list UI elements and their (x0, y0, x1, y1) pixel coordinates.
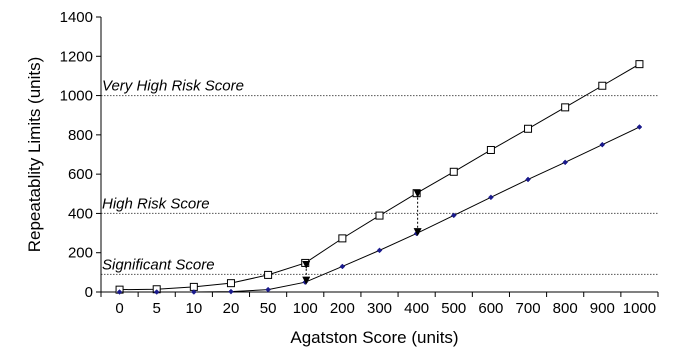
series-point (190, 289, 197, 295)
x-tick-label: 0 (115, 300, 123, 317)
series-point (599, 141, 606, 148)
series-point (561, 103, 570, 112)
x-tick-label: 300 (367, 300, 392, 317)
series-point (264, 270, 273, 279)
x-tick-label: 10 (185, 300, 202, 317)
x-tick-label: 600 (478, 300, 503, 317)
y-tick-label: 1400 (60, 9, 93, 26)
series-point (636, 124, 643, 130)
x-tick-label: 100 (293, 300, 318, 317)
x-tick-label: 400 (404, 300, 429, 317)
reference-line-label: Significant Score (102, 256, 215, 273)
series-point (488, 194, 494, 201)
series-point (376, 247, 383, 254)
series-point (525, 176, 531, 183)
y-axis-title: Repeatablity Limits (units) (25, 57, 44, 253)
x-tick-label: 500 (441, 300, 466, 317)
x-tick-label: 1000 (623, 300, 656, 317)
series-point (598, 81, 607, 90)
x-tick-label: 20 (223, 300, 240, 317)
y-tick-label: 0 (85, 284, 93, 301)
series-point (338, 234, 347, 243)
series-point (301, 258, 310, 267)
y-tick-label: 800 (68, 127, 93, 144)
series-point (302, 279, 309, 286)
series-point (449, 167, 458, 176)
reference-line-label: Very High Risk Score (102, 78, 244, 95)
x-axis-title: Agatston Score (units) (290, 328, 458, 347)
x-tick-label: 5 (153, 300, 161, 317)
x-tick-label: 900 (590, 300, 615, 317)
series-point (635, 60, 644, 69)
reference-line-label: High Risk Score (102, 195, 210, 212)
series-point (339, 263, 346, 270)
x-tick-label: 200 (330, 300, 355, 317)
series-point (562, 159, 569, 166)
y-tick-label: 1200 (60, 48, 93, 65)
x-tick-label: 800 (553, 300, 578, 317)
series-point (450, 212, 457, 219)
y-tick-label: 400 (68, 205, 93, 222)
series-point (226, 279, 235, 288)
y-tick-label: 1000 (60, 88, 93, 105)
series-point (412, 189, 421, 198)
x-tick-label: 700 (516, 300, 541, 317)
x-tick-label: 50 (260, 300, 277, 317)
series-point (228, 288, 234, 295)
series-point (116, 289, 123, 295)
series-point (524, 124, 533, 133)
series-point (375, 211, 384, 220)
series-point (153, 289, 160, 295)
y-tick-label: 600 (68, 166, 93, 183)
series-point (265, 286, 271, 293)
y-tick-label: 200 (68, 245, 93, 262)
series-point (413, 230, 420, 237)
series-point (486, 145, 495, 154)
